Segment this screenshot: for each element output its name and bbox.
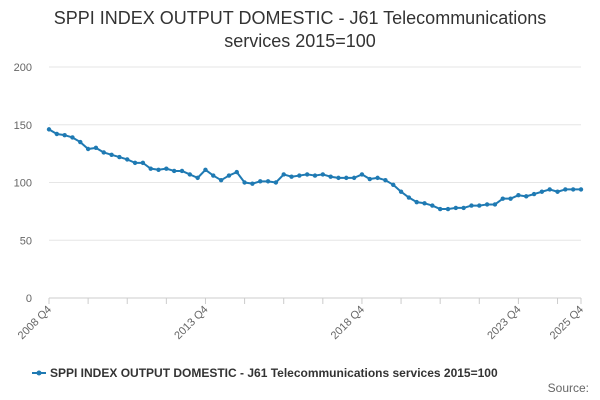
chart-title-line-1: SPPI INDEX OUTPUT DOMESTIC - J61 Telecom… xyxy=(54,8,546,28)
data-point[interactable] xyxy=(453,205,459,211)
data-point[interactable] xyxy=(524,194,529,199)
x-tick-label: 2025 Q4 xyxy=(548,304,586,342)
data-point[interactable] xyxy=(140,160,146,166)
y-tick-label: 150 xyxy=(14,120,32,132)
y-tick-label: 200 xyxy=(14,62,32,74)
data-point[interactable] xyxy=(273,180,279,185)
x-axis: 2008 Q4 2013 Q4 2018 Q4 2023 Q4 2025 Q4 xyxy=(16,298,586,342)
data-point[interactable] xyxy=(187,172,193,177)
data-point[interactable] xyxy=(195,175,200,181)
data-point[interactable] xyxy=(351,175,357,181)
y-tick-label: 50 xyxy=(20,235,32,247)
data-point[interactable] xyxy=(171,168,177,174)
data-point[interactable] xyxy=(430,203,435,208)
chart-title-line-2: services 2015=100 xyxy=(224,31,376,51)
data-point[interactable] xyxy=(234,169,239,175)
data-point[interactable] xyxy=(492,202,498,207)
data-point[interactable] xyxy=(164,166,169,171)
data-point[interactable] xyxy=(398,189,404,194)
y-tick-label: 100 xyxy=(14,178,32,190)
data-point[interactable] xyxy=(477,203,482,208)
data-point[interactable] xyxy=(547,187,552,192)
data-point[interactable] xyxy=(344,175,349,181)
data-point[interactable] xyxy=(531,191,537,197)
x-tick-label: 2008 Q4 xyxy=(16,304,54,342)
source-label[interactable]: Source: xyxy=(548,381,589,395)
data-point[interactable] xyxy=(383,177,388,183)
data-point[interactable] xyxy=(62,132,67,138)
data-point[interactable] xyxy=(156,167,161,172)
data-point[interactable] xyxy=(461,205,466,211)
data-point[interactable] xyxy=(578,187,584,192)
data-point[interactable] xyxy=(570,187,576,192)
data-point[interactable] xyxy=(359,172,365,177)
chart-title: SPPI INDEX OUTPUT DOMESTIC - J61 Telecom… xyxy=(54,8,546,51)
data-point[interactable] xyxy=(484,202,490,207)
data-point[interactable] xyxy=(336,175,341,181)
data-point[interactable] xyxy=(78,139,83,145)
data-point[interactable] xyxy=(391,182,396,188)
data-point[interactable] xyxy=(101,150,106,155)
series-layer xyxy=(46,127,584,212)
legend-series-marker xyxy=(36,370,42,376)
data-point[interactable] xyxy=(46,127,52,132)
data-point[interactable] xyxy=(516,193,521,198)
data-point[interactable] xyxy=(250,181,255,186)
data-point[interactable] xyxy=(297,173,302,178)
data-point[interactable] xyxy=(70,135,75,140)
data-point[interactable] xyxy=(406,195,412,200)
data-point[interactable] xyxy=(226,173,232,178)
x-tick-label: 2018 Q4 xyxy=(329,304,367,342)
data-point[interactable] xyxy=(132,160,138,166)
data-point[interactable] xyxy=(437,206,443,212)
data-point[interactable] xyxy=(289,174,294,179)
data-point[interactable] xyxy=(117,154,122,160)
data-point[interactable] xyxy=(312,173,318,178)
y-axis: 0 50 100 150 200 xyxy=(14,62,32,305)
data-point[interactable] xyxy=(320,172,326,177)
data-point[interactable] xyxy=(539,189,545,194)
data-point[interactable] xyxy=(304,172,310,177)
gridlines xyxy=(49,66,581,299)
x-tick-label: 2013 Q4 xyxy=(172,304,210,342)
data-point[interactable] xyxy=(93,145,99,151)
series-line xyxy=(48,128,581,211)
data-point[interactable] xyxy=(109,152,114,157)
data-point[interactable] xyxy=(563,187,568,192)
data-point[interactable] xyxy=(125,157,130,162)
data-point[interactable] xyxy=(367,176,372,182)
legend-series-label: SPPI INDEX OUTPUT DOMESTIC - J61 Telecom… xyxy=(50,366,498,380)
data-point[interactable] xyxy=(469,203,474,208)
data-point[interactable] xyxy=(422,201,427,206)
data-point[interactable] xyxy=(203,167,208,172)
data-point[interactable] xyxy=(218,177,224,183)
legend[interactable]: SPPI INDEX OUTPUT DOMESTIC - J61 Telecom… xyxy=(32,366,498,380)
data-point[interactable] xyxy=(555,189,560,194)
data-point[interactable] xyxy=(281,172,286,177)
data-point[interactable] xyxy=(328,174,333,179)
data-point[interactable] xyxy=(179,168,185,174)
data-point[interactable] xyxy=(445,206,451,212)
y-tick-label: 0 xyxy=(26,293,32,305)
data-point[interactable] xyxy=(242,180,247,185)
data-point[interactable] xyxy=(148,166,153,171)
data-point[interactable] xyxy=(211,173,216,178)
data-point[interactable] xyxy=(85,146,91,152)
data-point[interactable] xyxy=(258,179,263,184)
data-point[interactable] xyxy=(500,196,505,201)
data-point[interactable] xyxy=(375,175,380,181)
x-tick-label: 2023 Q4 xyxy=(485,304,523,342)
data-point[interactable] xyxy=(265,179,271,184)
data-point[interactable] xyxy=(508,196,513,201)
data-point[interactable] xyxy=(414,199,419,205)
data-point[interactable] xyxy=(54,131,60,137)
